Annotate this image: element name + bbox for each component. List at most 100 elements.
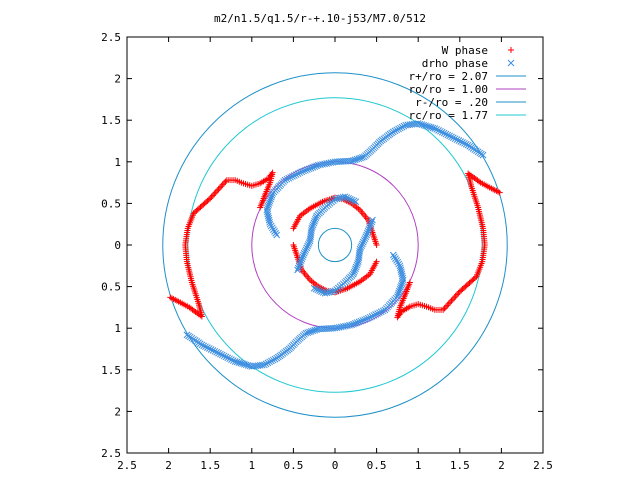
point-1-240: [303, 166, 311, 173]
point-1-242: [300, 167, 307, 175]
point-1-171: [427, 124, 435, 131]
point-0-92: [218, 183, 225, 190]
point-1-74: [311, 326, 319, 334]
point-1-339: [367, 220, 375, 228]
point-1-48: [271, 355, 279, 363]
point-1-187: [397, 124, 404, 132]
y-tick-label-9: 2: [114, 405, 121, 418]
point-1-289: [297, 257, 305, 264]
point-1-123: [396, 285, 404, 293]
point-1-295: [302, 246, 310, 254]
point-1-95: [353, 319, 361, 327]
point-1-274: [265, 214, 273, 222]
point-1-340: [366, 222, 374, 230]
point-1-285: [294, 264, 302, 272]
point-1-383: [321, 289, 329, 297]
point-1-362: [352, 263, 360, 271]
point-1-186: [398, 123, 406, 131]
point-1-175: [420, 121, 428, 129]
point-1-17: [213, 348, 221, 356]
point-1-363: [352, 265, 359, 273]
point-0-229: [451, 294, 458, 301]
point-1-365: [350, 268, 358, 276]
point-1-104: [370, 312, 378, 319]
series-1: [183, 120, 487, 370]
point-1-286: [295, 262, 303, 270]
x-tick-label-5: 0: [332, 459, 339, 472]
point-1-214: [355, 155, 363, 162]
legend-swatch-1: [507, 59, 515, 67]
point-1-288: [297, 259, 304, 266]
point-1-165: [438, 128, 446, 136]
point-1-310: [311, 217, 318, 225]
point-1-292: [300, 251, 307, 259]
point-1-190: [391, 127, 399, 135]
point-1-264: [267, 195, 275, 203]
point-1-270: [263, 206, 271, 214]
point-1-283: [273, 231, 281, 239]
point-1-251: [283, 175, 291, 183]
circle-0: [162, 72, 508, 418]
point-1-348: [360, 236, 368, 244]
point-1-271: [263, 208, 271, 216]
point-1-216: [351, 156, 359, 164]
point-1-215: [353, 155, 361, 163]
point-1-330: [341, 193, 349, 201]
point-1-349: [359, 238, 367, 246]
point-1-246: [292, 171, 300, 178]
point-1-18: [215, 349, 222, 357]
point-0-227: [454, 291, 461, 298]
point-1-34: [244, 362, 252, 369]
point-1-245: [294, 170, 302, 177]
point-1-328: [337, 194, 345, 202]
point-1-91: [346, 321, 353, 329]
point-1-237: [309, 163, 317, 171]
point-1-185: [400, 122, 408, 130]
point-1-166: [437, 127, 444, 135]
point-1-11: [202, 343, 209, 351]
point-1-173: [424, 122, 431, 130]
point-1-249: [287, 173, 294, 181]
point-0-95: [222, 178, 229, 185]
point-1-70: [304, 329, 312, 336]
circle-3: [187, 97, 483, 393]
point-1-247: [290, 172, 298, 179]
point-1-384: [319, 289, 327, 296]
point-1-107: [376, 309, 383, 317]
point-1-234: [315, 161, 322, 169]
point-1-359: [354, 258, 362, 265]
point-1-10: [200, 342, 208, 350]
y-tick-label-4: 0.5: [101, 197, 121, 210]
x-axis-ticks: 2.5 2 1.5 1 0.5 0 0.5 1 1.5 2 2.5: [117, 37, 553, 472]
point-1-335: [350, 197, 358, 205]
point-1-132: [397, 268, 405, 276]
point-1-262: [268, 191, 276, 199]
point-1-261: [269, 190, 276, 197]
point-1-46: [268, 357, 275, 365]
point-1-157: [453, 136, 461, 143]
point-1-134: [397, 264, 404, 272]
point-1-332: [345, 195, 352, 202]
point-1-159: [449, 134, 457, 142]
point-1-126: [398, 280, 406, 287]
point-1-41: [258, 361, 266, 369]
point-0-232: [447, 299, 454, 306]
point-1-169: [431, 125, 439, 132]
point-1-163: [442, 130, 450, 138]
y-tick-label-6: 0.5: [101, 281, 121, 294]
point-1-94: [351, 320, 359, 327]
y-tick-label-8: 1.5: [101, 364, 121, 377]
point-1-297: [304, 242, 311, 250]
point-1-96: [355, 318, 363, 326]
point-1-156: [455, 137, 463, 144]
point-1-387: [314, 286, 322, 294]
point-0-233: [445, 300, 452, 307]
point-1-73: [309, 327, 317, 335]
x-tick-label-9: 2: [498, 459, 505, 472]
point-0-226: [455, 290, 462, 297]
x-tick-label-7: 1: [415, 459, 422, 472]
point-1-33: [242, 361, 250, 369]
point-1-309: [310, 219, 318, 227]
point-0-91: [216, 184, 223, 191]
